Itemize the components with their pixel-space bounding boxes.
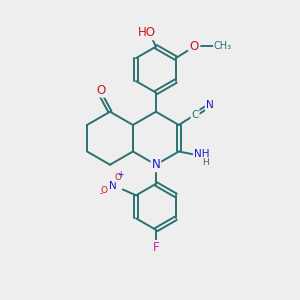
Text: N: N xyxy=(109,181,117,191)
Text: O: O xyxy=(97,84,106,97)
Text: +: + xyxy=(118,169,124,178)
Text: CH₃: CH₃ xyxy=(214,41,232,51)
Text: O: O xyxy=(101,185,108,194)
Text: H: H xyxy=(202,158,209,167)
Text: O: O xyxy=(189,40,199,53)
Text: -: - xyxy=(100,189,103,198)
Text: HO: HO xyxy=(138,26,156,39)
Text: C: C xyxy=(191,110,199,120)
Text: O: O xyxy=(114,172,121,182)
Text: NH: NH xyxy=(194,149,209,159)
Text: N: N xyxy=(152,158,160,171)
Text: F: F xyxy=(153,241,159,254)
Text: N: N xyxy=(206,100,214,110)
